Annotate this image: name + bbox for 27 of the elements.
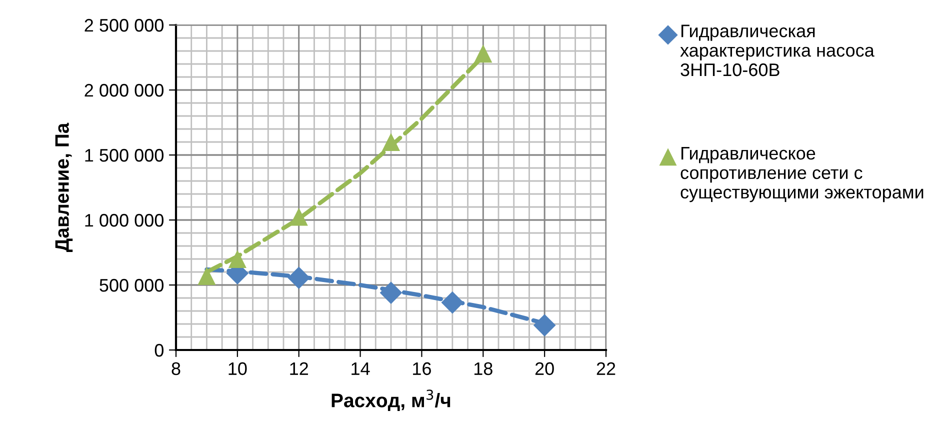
y-axis-title: Давление, Па <box>55 122 73 252</box>
point <box>198 266 216 285</box>
y-tick-label: 500 000 <box>100 278 164 292</box>
x-tick-label: 16 <box>413 362 431 376</box>
legend-label: Гидравлическая характеристика насоса 3НП-10-60В <box>680 24 874 76</box>
x-tick-label: 22 <box>596 362 616 375</box>
point <box>474 44 492 63</box>
point <box>380 282 402 304</box>
x-tick-label: 18 <box>474 362 492 376</box>
x-tick-label: 12 <box>290 362 308 375</box>
point <box>533 314 556 336</box>
x-tick-label: 8 <box>172 362 180 376</box>
point <box>441 291 464 314</box>
point <box>290 208 308 226</box>
y-tick-label: 1 000 000 <box>85 214 164 227</box>
y-tick-label: 0 <box>154 344 164 357</box>
x-tick-label: 20 <box>535 362 554 376</box>
x-tick-label: 10 <box>228 362 247 376</box>
x-tick-label: 14 <box>352 362 370 375</box>
point <box>382 132 400 152</box>
y-tick-label: 2 000 000 <box>84 84 164 97</box>
point <box>228 250 246 268</box>
x-axis-title: Расход, м$^{3}$/ч <box>332 390 450 412</box>
legend-label: Гидравлическое сопротивление сети с существующими эжекторами <box>680 147 924 202</box>
y-tick-label: 2 500 000 <box>84 18 164 32</box>
y-tick-label: 1 500 000 <box>85 148 164 162</box>
point <box>288 266 310 290</box>
